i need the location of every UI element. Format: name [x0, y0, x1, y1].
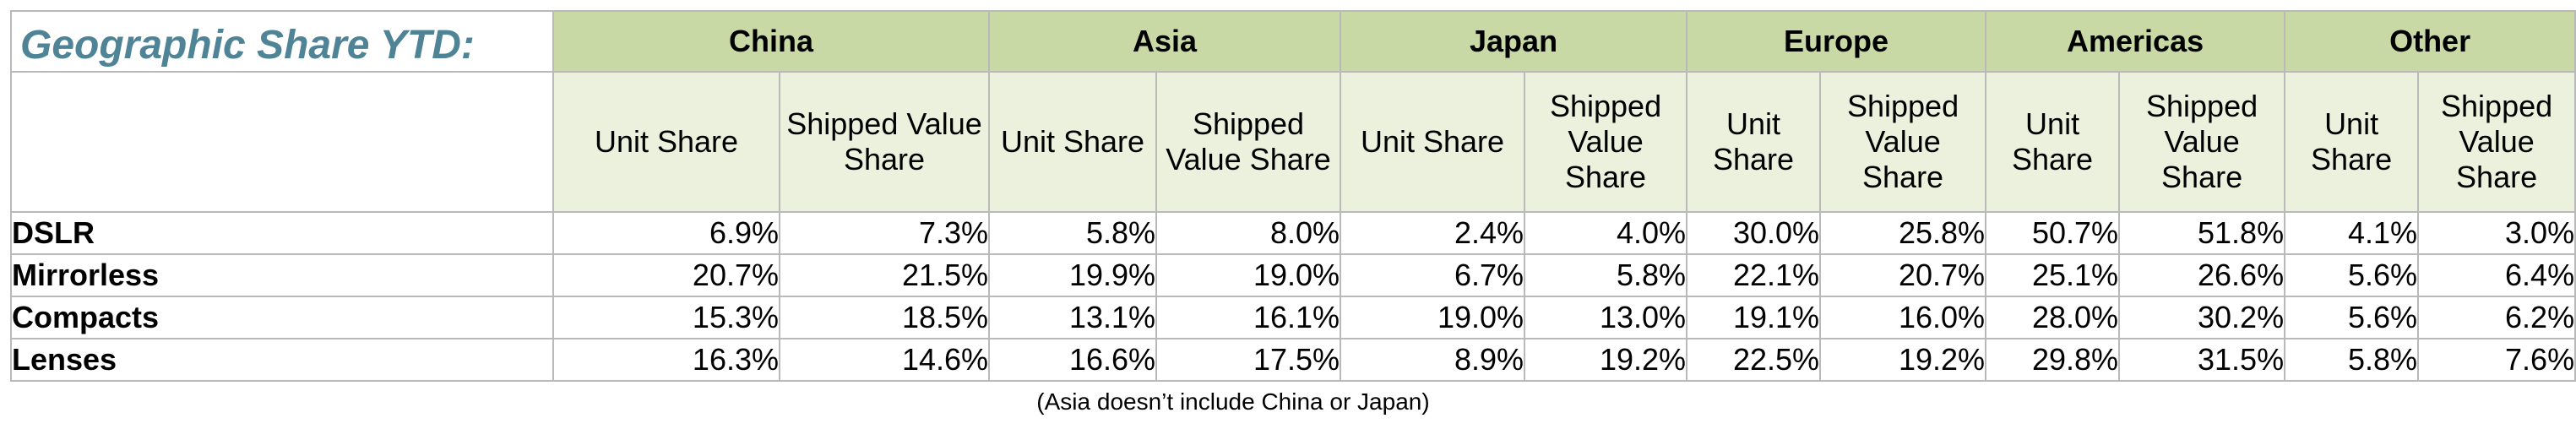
- table-cell: 20.7%: [552, 253, 780, 297]
- table-cell: 16.6%: [988, 338, 1158, 382]
- table-cell: 8.9%: [1340, 338, 1526, 382]
- sub-header-europe-value: Shipped Value Share: [1819, 71, 1987, 213]
- table-cell: 28.0%: [1985, 296, 2121, 339]
- table-cell: 5.8%: [1524, 253, 1688, 297]
- table-row: DSLR 6.9% 7.3% 5.8% 8.0% 2.4% 4.0% 30.0% 25.8% 50…: [10, 211, 2576, 255]
- region-header-asia: Asia: [988, 10, 1342, 73]
- region-header-americas: Americas: [1985, 10, 2286, 73]
- sub-header-china-value: Shipped Value Share: [778, 71, 991, 213]
- region-header-japan: Japan: [1340, 10, 1688, 73]
- table-cell: 16.0%: [1819, 296, 1987, 339]
- table-cell: 19.9%: [988, 253, 1158, 297]
- table-cell: 7.3%: [778, 211, 991, 255]
- table-cell: 16.1%: [1155, 296, 1342, 339]
- table-cell: 18.5%: [778, 296, 991, 339]
- table-cell: 25.8%: [1819, 211, 1987, 255]
- table-row: Lenses 16.3% 14.6% 16.6% 17.5% 8.9% 19.2% 22.5%…: [10, 338, 2576, 382]
- table-cell: 30.2%: [2118, 296, 2286, 339]
- table-title: Geographic Share YTD:: [20, 23, 475, 68]
- row-label-header: [10, 71, 554, 213]
- table-cell: 5.8%: [988, 211, 1158, 255]
- table-cell: 22.1%: [1686, 253, 1822, 297]
- row-label: Compacts: [10, 296, 554, 339]
- sub-header-other-value: Shipped Value Share: [2417, 71, 2576, 213]
- region-header-other: Other: [2284, 10, 2576, 73]
- table-cell: 4.1%: [2284, 211, 2420, 255]
- sub-header-europe-unit: Unit Share: [1686, 71, 1822, 213]
- table-cell: 5.6%: [2284, 253, 2420, 297]
- table-cell: 4.0%: [1524, 211, 1688, 255]
- table-cell: 14.6%: [778, 338, 991, 382]
- table-cell: 19.0%: [1155, 253, 1342, 297]
- sub-header-japan-value: Shipped Value Share: [1524, 71, 1688, 213]
- table-cell: 13.0%: [1524, 296, 1688, 339]
- table-cell: 19.2%: [1819, 338, 1987, 382]
- table-cell: 17.5%: [1155, 338, 1342, 382]
- table-cell: 21.5%: [778, 253, 991, 297]
- row-label: Lenses: [10, 338, 554, 382]
- table-cell: 50.7%: [1985, 211, 2121, 255]
- table-cell: 13.1%: [988, 296, 1158, 339]
- table-cell: 6.2%: [2417, 296, 2576, 339]
- row-label: DSLR: [10, 211, 554, 255]
- table-cell: 15.3%: [552, 296, 780, 339]
- table-cell: 25.1%: [1985, 253, 2121, 297]
- sub-header-japan-unit: Unit Share: [1340, 71, 1526, 213]
- footnote: (Asia doesn’t include China or Japan): [1036, 388, 1430, 415]
- region-header-europe: Europe: [1686, 10, 1987, 73]
- table-cell: 6.4%: [2417, 253, 2576, 297]
- sub-header-americas-unit: Unit Share: [1985, 71, 2121, 213]
- table-cell: 26.6%: [2118, 253, 2286, 297]
- table-corner: [10, 10, 554, 73]
- table-cell: 6.9%: [552, 211, 780, 255]
- row-label: Mirrorless: [10, 253, 554, 297]
- table-cell: 19.2%: [1524, 338, 1688, 382]
- sub-header-row: Unit Share Shipped Value Share Unit Shar…: [10, 71, 2576, 213]
- region-header-row: China Asia Japan Europe Americas Other: [10, 10, 2576, 73]
- table-cell: 51.8%: [2118, 211, 2286, 255]
- table-cell: 22.5%: [1686, 338, 1822, 382]
- table-cell: 19.0%: [1340, 296, 1526, 339]
- sub-header-asia-value: Shipped Value Share: [1155, 71, 1342, 213]
- sub-header-asia-unit: Unit Share: [988, 71, 1158, 213]
- table-row: Compacts 15.3% 18.5% 13.1% 16.1% 19.0% 13.0% 19…: [10, 296, 2576, 339]
- table-cell: 5.6%: [2284, 296, 2420, 339]
- table-cell: 19.1%: [1686, 296, 1822, 339]
- sub-header-other-unit: Unit Share: [2284, 71, 2420, 213]
- table-row: Mirrorless 20.7% 21.5% 19.9% 19.0% 6.7% 5.8% 22…: [10, 253, 2576, 297]
- table-cell: 3.0%: [2417, 211, 2576, 255]
- table-cell: 8.0%: [1155, 211, 1342, 255]
- sub-header-americas-value: Shipped Value Share: [2118, 71, 2286, 213]
- table-cell: 16.3%: [552, 338, 780, 382]
- table-body: DSLR 6.9% 7.3% 5.8% 8.0% 2.4% 4.0% 30.0% 25.8% 50…: [10, 211, 2576, 382]
- table-cell: 5.8%: [2284, 338, 2420, 382]
- geographic-share-table: China Asia Japan Europe Americas Other U…: [10, 10, 2576, 382]
- table-cell: 30.0%: [1686, 211, 1822, 255]
- region-header-china: China: [552, 10, 991, 73]
- table-cell: 29.8%: [1985, 338, 2121, 382]
- table-cell: 31.5%: [2118, 338, 2286, 382]
- table-cell: 2.4%: [1340, 211, 1526, 255]
- table-cell: 7.6%: [2417, 338, 2576, 382]
- table-cell: 6.7%: [1340, 253, 1526, 297]
- table-cell: 20.7%: [1819, 253, 1987, 297]
- sub-header-china-unit: Unit Share: [552, 71, 780, 213]
